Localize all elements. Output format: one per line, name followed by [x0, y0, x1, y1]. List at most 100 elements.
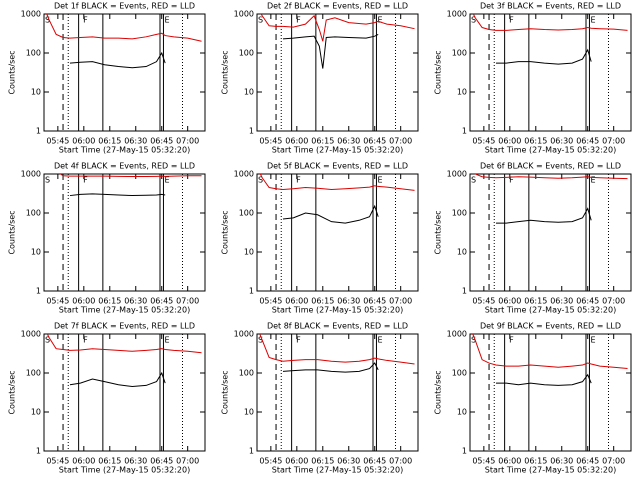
- event-marker: F: [83, 16, 88, 25]
- x-axis-label: Start Time (27-May-15 05:32:20): [272, 306, 403, 315]
- y-tick-label: 10: [31, 408, 41, 417]
- event-marker: E: [164, 336, 169, 345]
- x-tick-label: 06:00: [72, 137, 95, 146]
- y-tick-label: 100: [452, 369, 467, 378]
- x-tick-label: 06:30: [550, 297, 573, 306]
- series-line: [282, 33, 379, 69]
- panel: Det 5f BLACK = Events, RED = LLD Start Ti…: [221, 162, 419, 315]
- y-tick-label: 1: [36, 287, 41, 296]
- y-tick-label: 10: [244, 88, 254, 97]
- y-tick-label: 1: [462, 447, 467, 456]
- plot-frame: [469, 13, 632, 132]
- x-tick-label: 06:15: [98, 297, 121, 306]
- series-group: [46, 334, 202, 388]
- series-line: [495, 373, 592, 386]
- plot-frame: [256, 13, 419, 132]
- event-marker: F: [83, 336, 88, 345]
- y-tick-label: 100: [26, 49, 41, 58]
- y-tick-label: 1000: [447, 170, 467, 179]
- series-line: [474, 174, 628, 180]
- y-tick-label: 10: [244, 408, 254, 417]
- x-tick-label: 06:45: [576, 457, 599, 466]
- y-axis-label: Counts/sec: [8, 370, 17, 414]
- x-tick-label: 06:15: [524, 457, 547, 466]
- x-tick-label: 06:15: [98, 137, 121, 146]
- y-axis-label: Counts/sec: [221, 50, 230, 94]
- plot-frame: [256, 173, 419, 292]
- y-tick-label: 1: [249, 447, 254, 456]
- event-marker: S: [45, 336, 50, 345]
- x-tick-label: 07:00: [602, 297, 625, 306]
- y-tick-label: 1000: [447, 10, 467, 19]
- x-tick-label: 06:15: [311, 137, 334, 146]
- series-group: [259, 334, 415, 373]
- y-axis-label: Counts/sec: [8, 210, 17, 254]
- y-axis-label: Counts/sec: [221, 210, 230, 254]
- series-line: [472, 334, 628, 370]
- y-tick-label: 1000: [234, 330, 254, 339]
- x-tick-label: 06:00: [285, 297, 308, 306]
- x-tick-label: 06:45: [363, 137, 386, 146]
- event-marker: S: [45, 16, 50, 25]
- y-tick-label: 1000: [234, 10, 254, 19]
- series-line: [46, 334, 202, 354]
- series-group: [472, 334, 628, 386]
- x-axis-label: Start Time (27-May-15 05:32:20): [485, 466, 616, 475]
- x-tick-label: 06:30: [550, 137, 573, 146]
- y-tick-label: 1: [249, 127, 254, 136]
- x-tick-label: 06:30: [124, 297, 147, 306]
- event-marker: E: [590, 336, 595, 345]
- x-tick-label: 05:45: [472, 297, 495, 306]
- x-tick-label: 06:45: [363, 297, 386, 306]
- event-marker: F: [296, 336, 301, 345]
- y-tick-label: 1: [249, 287, 254, 296]
- series-line: [69, 371, 166, 388]
- x-tick-label: 06:15: [311, 457, 334, 466]
- panel: Det 6f BLACK = Events, RED = LLD Start Ti…: [434, 162, 632, 315]
- x-tick-label: 06:45: [363, 457, 386, 466]
- event-marker: S: [471, 336, 476, 345]
- x-tick-label: 05:45: [259, 137, 282, 146]
- x-axis-label: Start Time (27-May-15 05:32:20): [59, 146, 190, 155]
- y-tick-label: 1: [462, 287, 467, 296]
- event-marker: F: [509, 16, 514, 25]
- chart-title: Det 8f BLACK = Events, RED = LLD: [267, 322, 408, 331]
- y-tick-label: 100: [452, 49, 467, 58]
- series-line: [495, 48, 592, 65]
- x-tick-label: 06:00: [285, 457, 308, 466]
- plot-frame: [43, 13, 206, 132]
- x-axis-label: Start Time (27-May-15 05:32:20): [59, 306, 190, 315]
- event-marker: S: [258, 16, 263, 25]
- event-marker: F: [83, 176, 88, 185]
- x-axis-label: Start Time (27-May-15 05:32:20): [272, 466, 403, 475]
- chart-title: Det 1f BLACK = Events, RED = LLD: [54, 2, 195, 11]
- event-marker: S: [258, 336, 263, 345]
- y-tick-label: 1000: [447, 330, 467, 339]
- y-tick-label: 10: [31, 248, 41, 257]
- x-tick-label: 06:30: [124, 457, 147, 466]
- x-tick-label: 06:15: [98, 457, 121, 466]
- x-tick-label: 06:00: [72, 457, 95, 466]
- x-tick-label: 05:45: [472, 137, 495, 146]
- chart-title: Det 7f BLACK = Events, RED = LLD: [54, 322, 195, 331]
- x-tick-label: 07:00: [389, 457, 412, 466]
- x-tick-label: 07:00: [389, 137, 412, 146]
- x-tick-label: 06:30: [124, 137, 147, 146]
- chart-title: Det 9f BLACK = Events, RED = LLD: [480, 322, 621, 331]
- y-axis-label: Counts/sec: [434, 210, 443, 254]
- x-tick-label: 06:00: [498, 137, 521, 146]
- x-axis-label: Start Time (27-May-15 05:32:20): [485, 306, 616, 315]
- series-group: [46, 14, 202, 69]
- x-tick-label: 06:30: [337, 297, 360, 306]
- panel: Det 4f BLACK = Events, RED = LLD Start Ti…: [8, 162, 206, 315]
- x-tick-label: 06:45: [150, 137, 173, 146]
- y-tick-label: 1000: [21, 330, 41, 339]
- series-group: [472, 14, 628, 65]
- panel: Det 7f BLACK = Events, RED = LLD Start Ti…: [8, 322, 206, 475]
- event-marker: S: [258, 176, 263, 185]
- series-line: [282, 362, 379, 373]
- y-tick-label: 100: [452, 209, 467, 218]
- x-tick-label: 06:15: [524, 137, 547, 146]
- chart-title: Det 5f BLACK = Events, RED = LLD: [267, 162, 408, 171]
- x-tick-label: 06:30: [550, 457, 573, 466]
